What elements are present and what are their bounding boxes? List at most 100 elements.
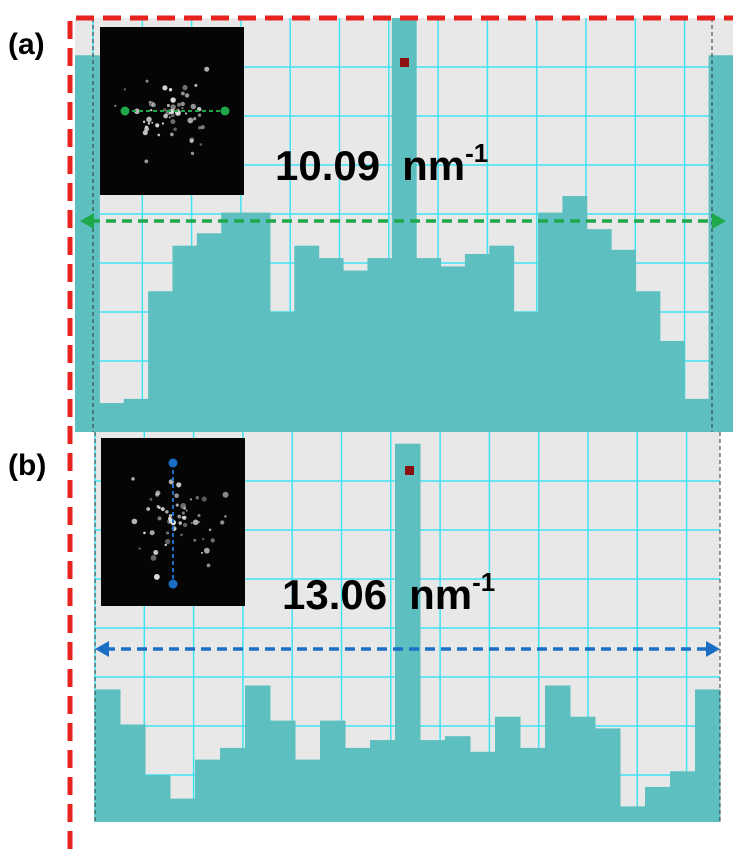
fft-spot	[182, 516, 184, 518]
unit-exponent: -1	[465, 138, 488, 168]
fft-spot	[166, 531, 169, 534]
fft-spot	[177, 103, 181, 107]
fft-spot	[158, 506, 161, 509]
profile-bar	[319, 258, 344, 432]
inset-profile-end	[169, 459, 178, 468]
fft-spot	[191, 522, 193, 524]
profile-bar	[520, 748, 546, 822]
profile-bar	[660, 341, 685, 432]
profile-bar	[620, 806, 646, 822]
profile-bar	[220, 748, 246, 822]
fft-spot	[207, 564, 211, 568]
fft-spot	[179, 521, 182, 524]
fft-spot	[151, 122, 153, 124]
profile-bar	[587, 229, 612, 432]
fft-spot	[143, 532, 146, 535]
figure: (a)10.09nm-1(b)13.06nm-1	[0, 0, 733, 849]
profile-bar	[246, 213, 271, 432]
distance-unit: nm	[409, 571, 472, 618]
fft-spot	[211, 538, 215, 542]
fft-spot	[154, 574, 160, 580]
fft-spot	[150, 498, 153, 501]
fft-spot	[189, 137, 194, 142]
distance-unit: nm	[402, 142, 465, 189]
profile-bar	[367, 258, 392, 432]
fft-spot	[162, 122, 164, 124]
unit-exponent: -1	[472, 567, 495, 597]
fft-spot	[143, 130, 148, 135]
profile-bar	[465, 254, 490, 432]
fft-spot	[158, 516, 162, 520]
profile-bar	[420, 740, 446, 822]
fft-spot	[169, 88, 172, 91]
distance-value: 10.09	[275, 142, 380, 189]
profile-bar	[95, 689, 121, 822]
panel-label: (b)	[8, 449, 46, 482]
fft-spot	[138, 548, 140, 550]
fft-spot	[201, 552, 203, 554]
fft-spot	[170, 97, 175, 102]
panel-label: (a)	[8, 28, 45, 61]
fft-spot	[165, 544, 167, 546]
fft-spot	[181, 92, 185, 96]
fft-spot	[144, 160, 148, 164]
fft-spot	[153, 550, 158, 555]
fft-spot	[150, 530, 155, 535]
profile-bar	[395, 444, 421, 822]
fft-spot	[198, 114, 201, 117]
profile-bar	[392, 18, 417, 432]
fft-spot	[145, 80, 148, 83]
fft-spot	[155, 493, 159, 497]
profile-bar	[570, 717, 596, 822]
fft-spot	[165, 510, 168, 513]
profile-bar	[470, 752, 496, 822]
fft-spot	[202, 538, 204, 540]
fft-spot	[191, 152, 194, 155]
fft-spot	[169, 514, 172, 517]
fft-spot	[146, 507, 150, 511]
fft-spot	[220, 520, 224, 524]
profile-bar	[370, 740, 396, 822]
inset-profile-end	[169, 580, 178, 589]
fft-spot	[161, 507, 165, 511]
profile-bar	[99, 403, 124, 432]
fft-spot	[202, 496, 207, 501]
profile-bar	[295, 760, 321, 822]
profile-bar	[245, 686, 271, 823]
profile-bar	[294, 246, 319, 432]
profile-bar	[416, 258, 441, 432]
fft-spot	[170, 133, 174, 137]
fft-spot	[165, 539, 170, 544]
fft-spot	[163, 114, 168, 119]
fft-spot	[170, 119, 175, 124]
fft-spot	[193, 117, 196, 120]
fft-spot	[146, 117, 152, 123]
fft-spot	[124, 88, 126, 90]
fft-spot	[193, 539, 196, 542]
distance-value: 13.06	[282, 571, 387, 618]
fft-spot	[224, 515, 227, 518]
profile-bar	[545, 686, 571, 823]
profile-bar	[538, 213, 563, 432]
fft-spot	[223, 492, 229, 498]
fft-spot	[197, 514, 200, 517]
fft-spot	[149, 101, 155, 107]
profile-bar	[636, 291, 661, 432]
fft-spot	[173, 127, 177, 131]
profile-bar	[514, 312, 539, 432]
fft-spot	[190, 498, 192, 500]
profile-bar	[148, 291, 173, 432]
profile-bar	[441, 266, 466, 432]
profile-bar	[345, 748, 371, 822]
fft-spot	[162, 85, 167, 90]
fft-spot	[181, 107, 183, 109]
fft-spot	[171, 114, 175, 118]
fft-spot	[182, 85, 187, 90]
fft-spot	[186, 509, 188, 511]
fft-spot	[204, 548, 210, 554]
peak-marker	[405, 466, 414, 475]
fft-spot	[177, 515, 181, 519]
profile-bar	[197, 233, 222, 432]
profile-bar	[270, 312, 295, 432]
profile-bar	[145, 775, 171, 822]
